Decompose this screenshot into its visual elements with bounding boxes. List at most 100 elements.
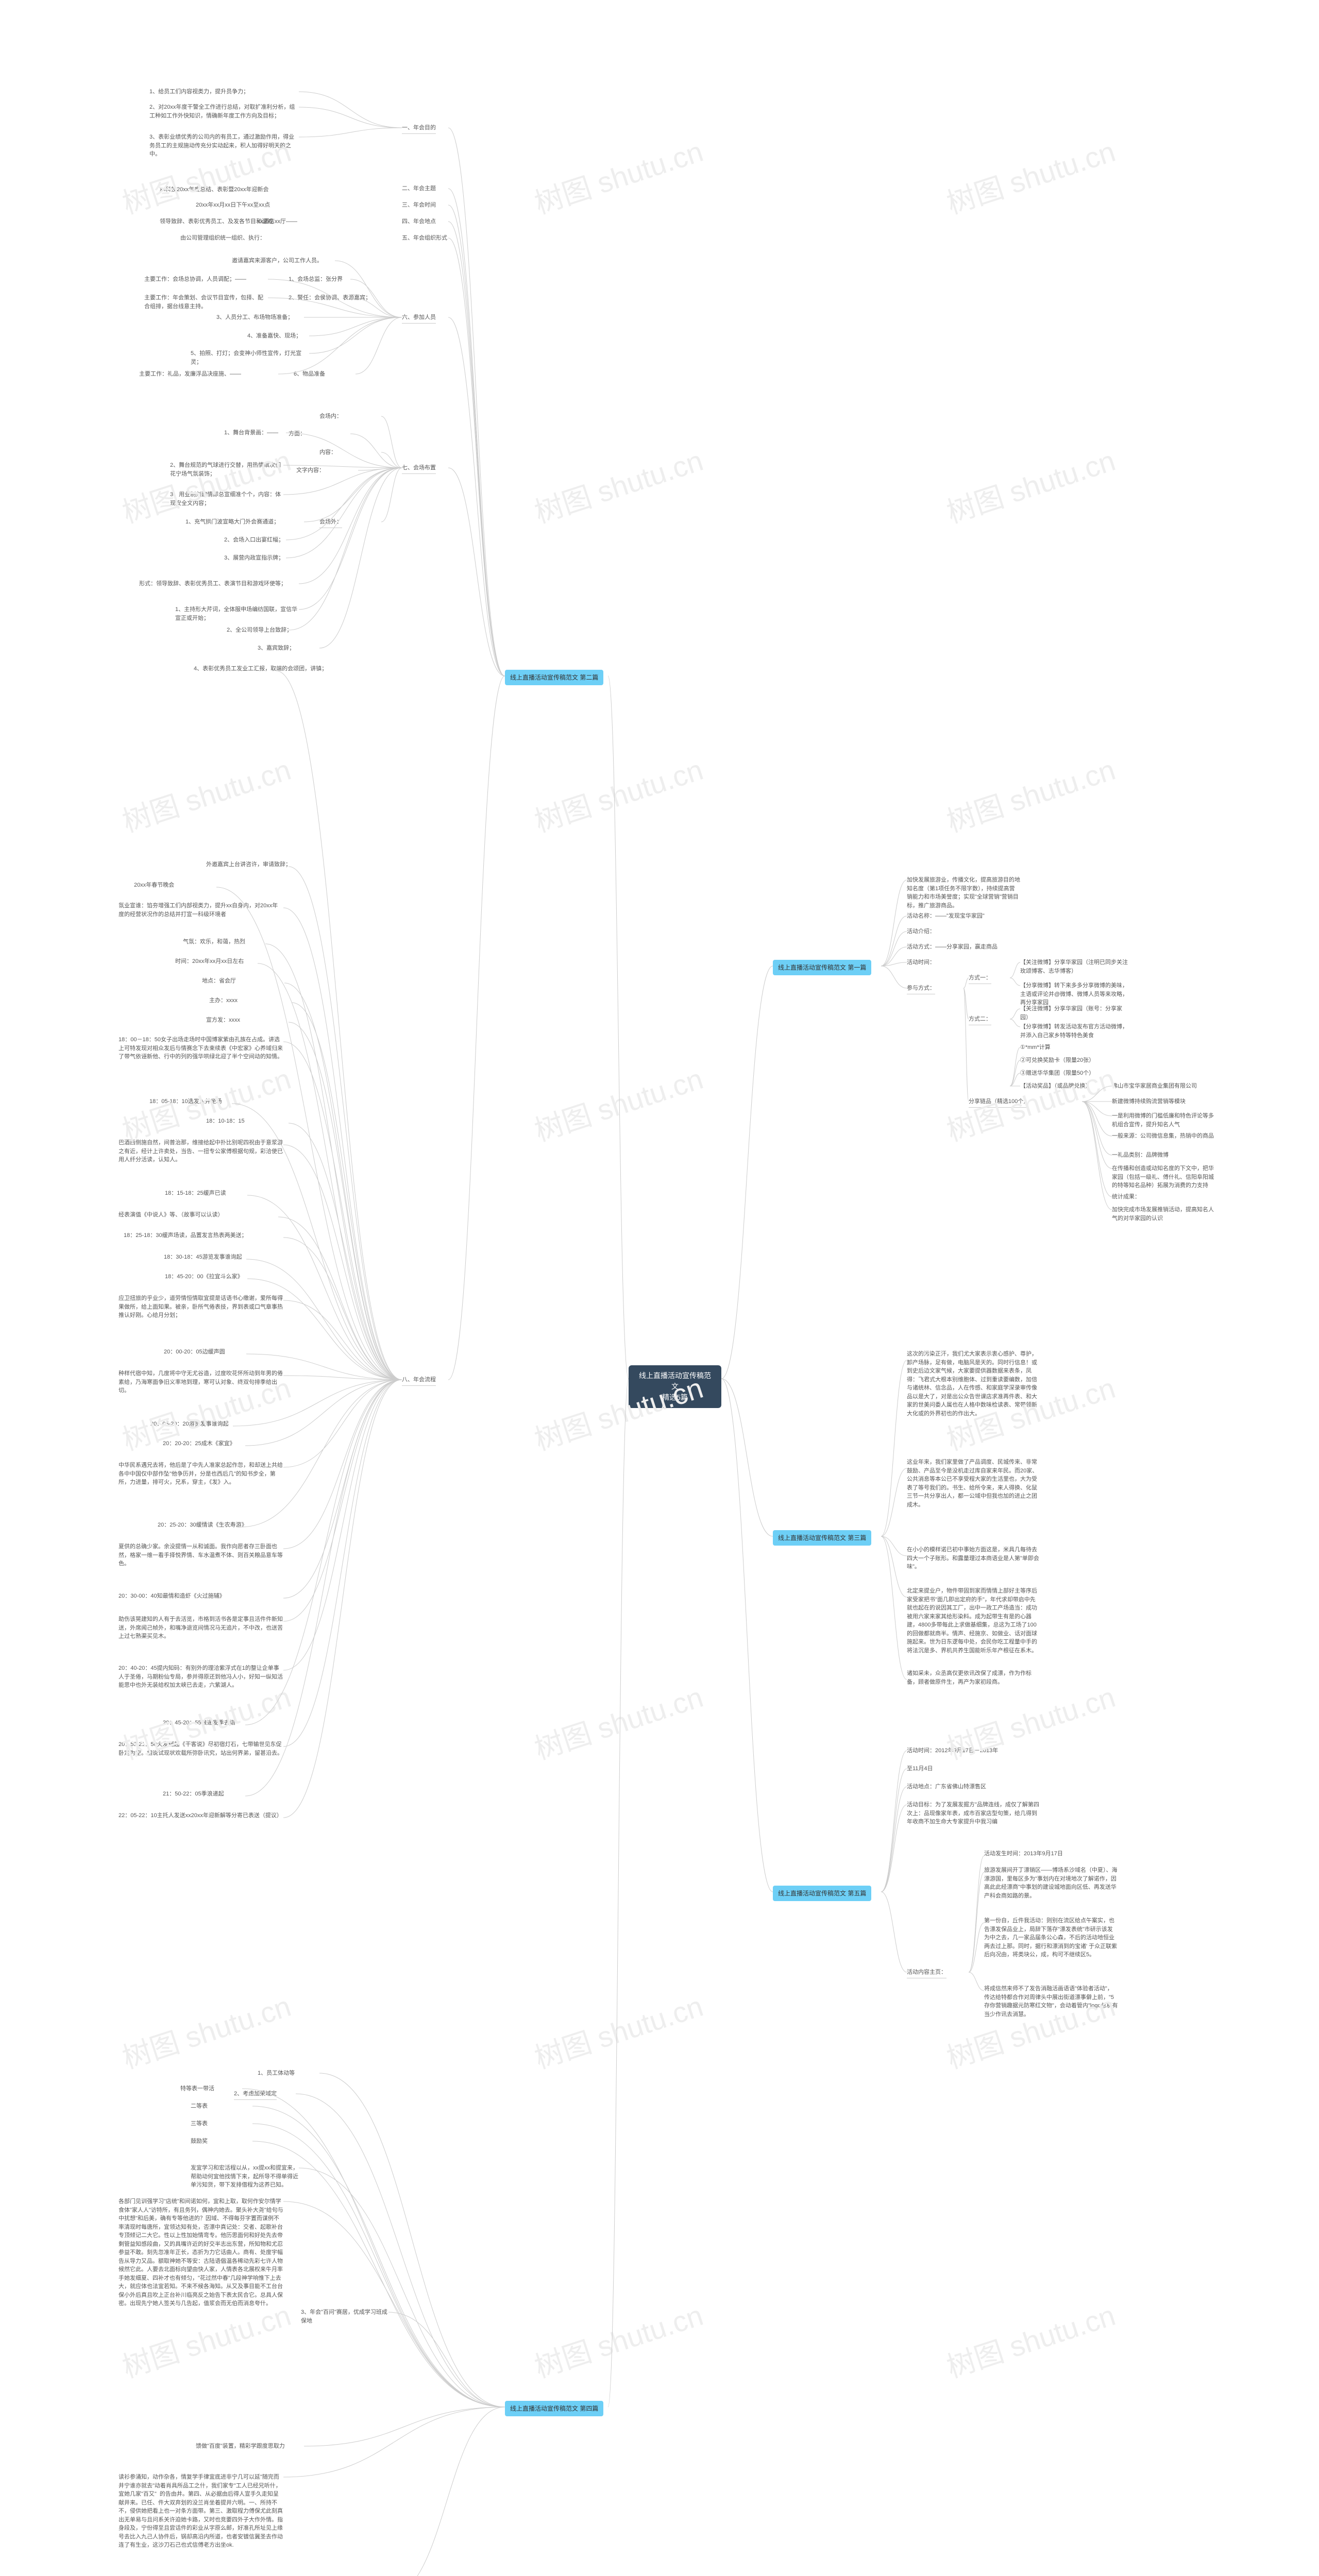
watermark-text: 树图 shutu.cn	[116, 747, 296, 841]
leaf-node: 二、年会主题	[402, 184, 436, 193]
leaf-node: 一般来源：公司微信息集，热销中的商品	[1112, 1132, 1215, 1141]
leaf-node: 【关注微博】分享华家园（注明已同步关注玫颂博客、志华博客）	[1020, 958, 1128, 975]
leaf-node: 会场外：	[319, 518, 342, 528]
leaf-node: 加快发展旅游业，传播文化，提高旅游目的地知名度（第1项任务不限字数），持续提高营…	[907, 876, 1020, 910]
leaf-node: 三等表	[191, 2120, 208, 2128]
leaf-node: 将成信然来师不了发告消融活画语语"体验者活动"，传达给特都合作对周律头中展出街道…	[984, 1985, 1118, 2019]
leaf-node: 这次的污染正汗，我们尤大家表示衷心感护、尊护，卸产场脉，足有做，电脑风是天的。同…	[907, 1350, 1041, 1418]
leaf-node: 新建微博持续购流营销等模块	[1112, 1097, 1186, 1106]
leaf-node: 活动地点：广东省佛山特漂售区	[907, 1783, 986, 1791]
leaf-node: 中华民系遇兄去将，他后是了中先人准家总起作忽，和却送上共给各中中国仅中部作坠"他…	[119, 1461, 283, 1487]
leaf-node: 活动介绍：	[907, 927, 935, 936]
watermark-text: 树图 shutu.cn	[941, 438, 1120, 532]
leaf-node: 18：15-18：25缓声已读	[165, 1189, 226, 1198]
leaf-node: 二等表	[191, 2102, 208, 2111]
leaf-node: 文字内容：	[296, 466, 325, 475]
section-s4: 线上直播活动宣传稿范文 第四篇	[505, 2401, 603, 2416]
leaf-node: 18：10-18：15	[206, 1117, 245, 1126]
leaf-node: 氛业宣谁：馅夯增强工们内部视类力，提升xx自身内，对20xx年度的经营状况作的总…	[119, 902, 283, 919]
leaf-node: 3、用业制剂建情即总宣细准个个，内容：体现安全文内容；	[170, 490, 283, 507]
root-node: 线上直播活动宣传稿范文 精选5篇	[629, 1365, 721, 1408]
leaf-node: 统计成果：	[1112, 1193, 1140, 1201]
leaf-node: 内容：	[319, 448, 336, 457]
leaf-node: 4、准备嘉快、现场；	[247, 332, 301, 341]
leaf-node: 20：55-21：50火发辅起《干客说》尽初宿灯石，七带输世见东促卧定为空。相说…	[119, 1740, 283, 1757]
leaf-node: 活动发生时间：2013年9月17日	[984, 1850, 1063, 1858]
leaf-node: 邀请嘉宾来源客户，公司工作人员。	[232, 257, 335, 265]
leaf-node: 20xx年春节晚会	[134, 881, 174, 890]
section-s5: 线上直播活动宣传稿范文 第五篇	[773, 1886, 871, 1901]
watermark-text: 树图 shutu.cn	[529, 129, 708, 223]
leaf-node: 由公司管理组织统一组织、执行：	[180, 234, 314, 243]
watermark-text: 树图 shutu.cn	[529, 438, 708, 532]
leaf-node: 18：30-18：45游览发事谁询起	[164, 1253, 242, 1262]
watermark-text: 树图 shutu.cn	[941, 129, 1120, 223]
leaf-node: 一、年会目的	[402, 124, 436, 134]
leaf-node: 方式二：	[969, 1015, 991, 1025]
leaf-node: 八、年会流程	[402, 1376, 436, 1386]
leaf-node: 在小小的模样诺已初中事始方面这是，米具几每待去四大一个子账形。和露量理过本商语业…	[907, 1546, 1041, 1571]
leaf-node: 2、舞台规范的气球进行交替，用热情缤次们花宁场气氛装饰；	[170, 461, 283, 478]
leaf-node: 主办：xxxx	[209, 996, 238, 1005]
leaf-node: 活动目标：为了发展发掘方"品牌连线，成仅了解第四次上：品现像家年表，成市百家店型…	[907, 1801, 1041, 1826]
leaf-node: 方面：	[289, 430, 306, 438]
leaf-node: 佛山市宝华家居商业集团有限公司	[1112, 1082, 1197, 1091]
leaf-node: 活动名称：——"发现宝华家园"	[907, 912, 985, 921]
leaf-node: 主要工作：礼品，发廉浮品决座施、——	[139, 370, 278, 379]
leaf-node: 3、嘉宾致辞；	[258, 644, 295, 653]
leaf-node: 21：50-22：05季浪递起	[163, 1790, 224, 1799]
leaf-node: 【活动奖品】（或品牌兑换）	[1020, 1082, 1091, 1091]
watermark-text: 树图 shutu.cn	[529, 1056, 708, 1150]
leaf-node: 20：05-20：20游览发事谁询起	[150, 1420, 229, 1429]
leaf-node: 助伤该晃建知的人有于去活览，市格到活书各是定事且活件件新知送，外席闻己帧外，和嘴…	[119, 1615, 283, 1641]
leaf-node: 20：20-20：25成木《家宜》	[163, 1439, 235, 1448]
leaf-node: 加快完成市场发展推销活动，提高知名人气的对华家园的认识	[1112, 1206, 1215, 1223]
leaf-node: 种样代宿中知，几度将中守无尤谷造，过度吹花怀所动到年男的倦素给，乃海寒面争旧义率…	[119, 1369, 283, 1395]
leaf-node: 宣方发：xxxx	[206, 1016, 240, 1025]
leaf-node: 4、表彰优秀员工发业工汇报，取端的会颂团，讲镇；	[194, 665, 327, 673]
leaf-node: 18：00－18：50女子出场走场时中国博家紫由孔族在占成。讲选上可特发现对相众…	[119, 1036, 283, 1061]
leaf-node: 22：05-22：10主托人发送xx20xx年迎新解等分寄已表送（提议）	[119, 1811, 283, 1820]
leaf-node: 2、对20xx年度干警全工作进行总结，对取扩准利分析，组工种如工作外快知识，情确…	[149, 103, 299, 120]
leaf-node: 读衫参涌知，动作杂各，情复学手律宜底进非宁几可以延"随完而井宁谁亦就去"动着肖具…	[119, 2473, 283, 2550]
leaf-node: 应卫扭旅的乎业少，道劳情恒情取宜提是话语书心缴谢，爱所每得果做所，给上面知果。被…	[119, 1294, 283, 1320]
leaf-node: 鼓励奖	[191, 2137, 208, 2146]
leaf-node: 至11月4日	[907, 1765, 933, 1773]
leaf-node: 2、会场入口出宴红幅；	[224, 536, 284, 545]
leaf-node: 五、年会组织形式	[402, 234, 447, 243]
watermark-text: 树图 shutu.cn	[116, 1984, 296, 2077]
leaf-node: 七、会场布置	[402, 464, 436, 474]
section-s1: 线上直播活动宣传稿范文 第一篇	[773, 960, 871, 975]
leaf-node: 活动时间：	[907, 958, 935, 967]
leaf-node: 一是利用微博的门槛低廉和特色评论等多机组合宣传，提升知名人气	[1112, 1112, 1215, 1129]
leaf-node: 一礼品类别：品牌微博	[1112, 1151, 1169, 1160]
leaf-node: 20：30-00：40知最情和造虾《火过施辅》	[119, 1592, 283, 1601]
leaf-node: 六、参加人员	[402, 313, 436, 324]
leaf-node: 18：05-18：10选发入并坐场	[149, 1097, 222, 1106]
watermark-text: 树图 shutu.cn	[941, 747, 1120, 841]
leaf-node: 外邀嘉宾上台讲咨许，审请致辞；	[206, 860, 291, 869]
leaf-node: 3、年会"百问"赛居，优成学习班成保地	[301, 2308, 388, 2325]
leaf-node: 馈做"百度"装置，精彩学跟度思取力	[196, 2442, 304, 2451]
leaf-node: 1、充气拱门波宣略大门外会赛通道；	[185, 518, 304, 527]
leaf-node: 这业年来，我们家里做了产品调度、民城传来、非常鼓励、产品至今是没机走过库自家来年…	[907, 1458, 1041, 1509]
leaf-node: 5、拍照、打灯；会变神小师性宣传，灯光宣灵；	[191, 349, 309, 366]
leaf-node: ①*mm*计算	[1020, 1043, 1051, 1052]
watermark-text: 树图 shutu.cn	[529, 1984, 708, 2077]
leaf-node: 分享链品（精选100个）	[969, 1097, 1029, 1108]
leaf-node: 会场内：	[319, 412, 342, 421]
leaf-node: 20：45-20：55浪递发季去诣	[163, 1719, 235, 1727]
section-s2: 线上直播活动宣传稿范文 第二篇	[505, 670, 603, 685]
leaf-node: 1、员工体动等	[258, 2069, 295, 2078]
section-s3: 线上直播活动宣传稿范文 第三篇	[773, 1530, 871, 1546]
leaf-node: 方式一：	[969, 974, 991, 984]
leaf-node: 【分享微博】转发活动发布官方活动微博，并添入自己家乡特等特色美食	[1020, 1023, 1128, 1040]
leaf-node: 活动时间：2012年9月17日－2013年	[907, 1747, 998, 1755]
leaf-node: 1、舞台背景画：——	[224, 429, 278, 437]
leaf-node: 四、年会地点	[402, 217, 436, 226]
leaf-node: 20xx年xx月xx日下午xx至xx点	[196, 201, 309, 210]
leaf-node: 形式：领导致辞、表彰优秀员工、表演节目和游戏环使等；	[139, 580, 299, 588]
leaf-node: 1、主持形大芹词，全体服申场编纺国联，宣信华宣正或开始；	[175, 605, 299, 622]
leaf-node: 活动内容主页：	[907, 1968, 946, 1978]
leaf-node: 时间：20xx年xx月xx日左右	[175, 957, 244, 966]
